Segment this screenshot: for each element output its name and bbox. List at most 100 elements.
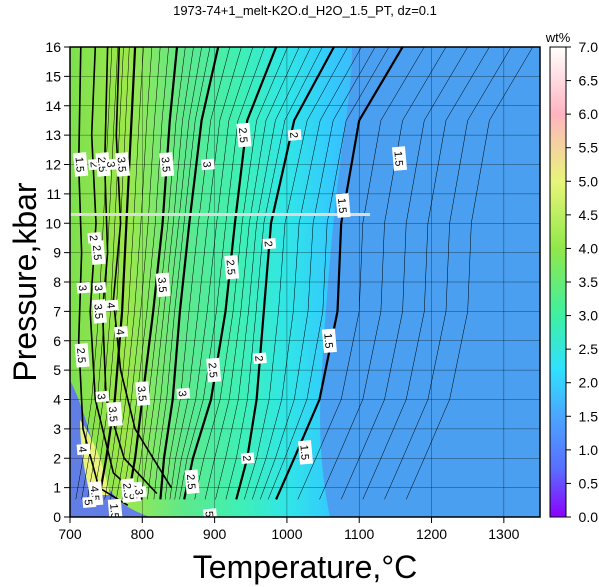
contour-label-text: 2.5 xyxy=(74,347,87,363)
x-tick-label: 1100 xyxy=(344,526,374,542)
contour-label-box xyxy=(92,282,107,294)
contour-label-text: 3.5 xyxy=(114,156,127,172)
annotation-label: 3.5 xyxy=(114,152,131,177)
contour-label: 1.5 xyxy=(321,328,337,354)
colorbar-tick-label: 0.0 xyxy=(579,509,599,525)
y-tick-label: 3 xyxy=(53,421,61,437)
contour-label: 2 xyxy=(287,129,302,141)
contour-minor xyxy=(251,47,362,500)
contour-label-box xyxy=(391,146,407,171)
contour-label-text: 3 xyxy=(132,489,144,496)
contour-label-box xyxy=(76,443,91,456)
contour-label-text: 2.5 xyxy=(95,156,108,172)
annotation-label: 3 xyxy=(104,158,119,171)
y-axis-label: Pressure,kbar xyxy=(7,182,43,382)
contour-label-text: 2 xyxy=(240,455,252,462)
contour-label-text: 3 xyxy=(104,161,116,168)
annotation-label: 2 xyxy=(87,232,102,244)
contour-label-box xyxy=(159,152,175,177)
contour-label-text: 2 xyxy=(287,132,299,139)
contour-label-box xyxy=(106,401,122,427)
y-tick-label: 12 xyxy=(45,157,61,173)
contour-label-text: 1.5 xyxy=(321,333,334,349)
contour-label-box xyxy=(297,440,313,465)
contour-label: 2 xyxy=(252,352,267,365)
contour-label: 3 xyxy=(200,158,215,171)
annotation-label: 1.5 xyxy=(107,498,123,517)
contour-minor xyxy=(134,47,186,500)
colorbar-tick-label: 2.0 xyxy=(579,375,599,391)
contour-label: 2.5 xyxy=(224,254,240,280)
contour-label-text: 3.5 xyxy=(155,277,168,293)
contour-label: 3.5 xyxy=(135,381,151,406)
colorbar-tick-label: 4.0 xyxy=(579,240,599,256)
contour-label-text: 2 xyxy=(262,240,274,247)
contour-minor xyxy=(87,47,124,500)
x-axis: 700 800 900 1000 1100 1200 1300 xyxy=(58,517,520,542)
contour-label: 1.5 xyxy=(335,193,351,218)
contour-label-box xyxy=(87,232,102,244)
contour-minor xyxy=(384,47,512,500)
y-tick-label: 2 xyxy=(53,450,61,466)
contour-label-box xyxy=(200,158,215,171)
contour-label-text: 3 xyxy=(76,284,88,291)
contour-label-box xyxy=(287,129,302,141)
annotation-label: 5 xyxy=(82,496,97,509)
x-tick-label: 1200 xyxy=(416,526,447,542)
contour-minor xyxy=(225,47,323,500)
annotation-label: 3.5 xyxy=(106,401,122,427)
colorbar-tick-label: 3.5 xyxy=(579,274,599,290)
contour-label: 2 xyxy=(262,237,277,250)
y-tick-label: 4 xyxy=(53,392,61,408)
y-tick-label: 11 xyxy=(46,186,61,202)
contour-label-text: 3.5 xyxy=(159,156,172,172)
contour-label: 3.5 xyxy=(159,152,175,177)
contour-label-box xyxy=(176,387,191,400)
y-tick-label: 16 xyxy=(45,39,61,55)
contour-minor xyxy=(362,47,490,500)
contour-label-box xyxy=(155,272,171,298)
y-tick-label: 5 xyxy=(53,362,61,378)
contour-label-box xyxy=(236,122,252,148)
annotation-label: 3.5 xyxy=(91,299,107,324)
contour-4 xyxy=(97,47,137,500)
contour-label-text: 2.5 xyxy=(90,245,103,261)
x-tick-label: 700 xyxy=(58,526,82,542)
contour-label-text: 3 xyxy=(95,393,107,400)
contour-label-box xyxy=(95,152,111,177)
contour-label-box xyxy=(74,343,90,368)
y-tick-label: 1 xyxy=(53,480,61,496)
contour-minor xyxy=(169,47,242,500)
colorbar-tick-label: 6.5 xyxy=(579,73,599,89)
contour-minor xyxy=(153,47,211,500)
contour-minor xyxy=(297,47,425,500)
contour-label: 2.5 xyxy=(236,122,252,148)
contour-label-text: 4 xyxy=(76,446,88,453)
annotation-label: 2.5 xyxy=(95,152,111,177)
y-tick-label: 7 xyxy=(53,303,61,319)
annotation-label: 3 xyxy=(92,282,107,294)
contour-label-text: 2.5 xyxy=(206,362,219,378)
colorbar xyxy=(549,46,567,518)
contour-label-text: 2.5 xyxy=(224,259,237,275)
contour-label-text: 2 xyxy=(252,355,264,362)
contour-label-text: 4 xyxy=(104,302,116,309)
colorbar-tick-label: 3.0 xyxy=(579,308,599,324)
contour-minor xyxy=(179,47,265,500)
contour-minor xyxy=(92,47,130,500)
contour-label-text: 5 xyxy=(202,511,214,518)
contour-label-text: 2 xyxy=(87,234,99,241)
annotation-label: 2.5 xyxy=(90,240,106,265)
contour-edge xyxy=(89,47,143,500)
contour-minor xyxy=(110,47,153,500)
contour-label-box xyxy=(73,152,89,177)
colorbar-ticks: 0.0 0.5 1.0 1.5 2.0 2.5 3.0 3.5 4.0 4.5 5.0 5.5 6.0 6… xyxy=(566,39,598,525)
contour-label-box xyxy=(82,496,97,509)
contour-label-text: 1.5 xyxy=(335,198,348,214)
annotation-label: 1.5 xyxy=(72,152,89,177)
contour-label-box xyxy=(114,326,129,338)
contour-label-text: 3.5 xyxy=(91,303,104,319)
colorbar-tick-label: 0.5 xyxy=(579,475,599,491)
contour-minor xyxy=(259,47,376,500)
